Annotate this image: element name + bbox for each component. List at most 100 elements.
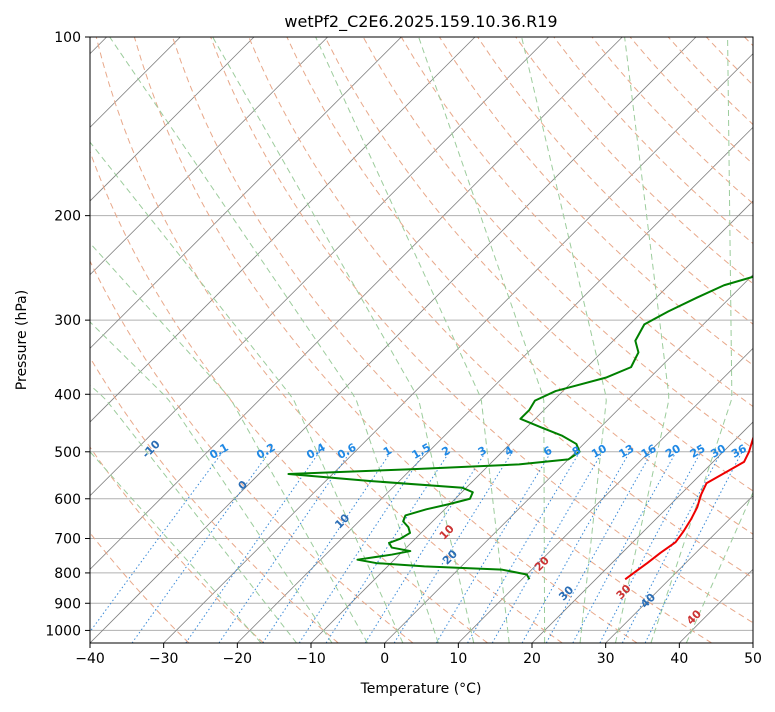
y-tick-label: 700 bbox=[54, 532, 81, 548]
mixing-ratio-label: 25 bbox=[688, 442, 708, 461]
mixing-ratio-line bbox=[599, 451, 702, 643]
dry-adiabat-line bbox=[705, 37, 753, 86]
mixing-ratio-label: 0.4 bbox=[304, 441, 328, 462]
isotherm-line bbox=[237, 126, 753, 643]
x-tick-label: 20 bbox=[523, 651, 541, 667]
isotherm-line bbox=[90, 37, 255, 202]
dry-adiabat-line bbox=[667, 37, 753, 126]
dry-adiabat-line bbox=[553, 37, 753, 245]
dry-adiabat-line bbox=[591, 37, 753, 205]
y-tick-label: 1000 bbox=[45, 623, 81, 639]
mixing-ratio-line bbox=[185, 451, 320, 643]
moist-adiabat-label: 10 bbox=[437, 522, 457, 542]
isotherm-line bbox=[752, 642, 753, 643]
mixing-ratio-line bbox=[298, 451, 426, 643]
isotherm-line bbox=[163, 53, 753, 643]
moist-adiabat-line bbox=[315, 37, 510, 643]
y-tick-label: 100 bbox=[54, 30, 81, 46]
moist-adiabat-line bbox=[109, 37, 439, 643]
moist-adiabat-line bbox=[650, 37, 733, 643]
dry-adiabat-line bbox=[95, 37, 563, 643]
isotherm-line bbox=[90, 37, 402, 349]
dry-adiabat-line bbox=[90, 446, 264, 643]
isotherm-line bbox=[90, 37, 697, 643]
isotherm-line bbox=[90, 37, 328, 276]
isotherm-line bbox=[384, 274, 753, 643]
mixing-ratio-label: 13 bbox=[617, 442, 637, 461]
mixing-ratio-line bbox=[435, 451, 552, 643]
y-tick-label: 200 bbox=[54, 209, 81, 225]
isotherm-line bbox=[531, 421, 753, 643]
dry-adiabat-line bbox=[515, 37, 753, 285]
x-tick-label: 30 bbox=[597, 651, 615, 667]
mixing-ratio-label: 10 bbox=[589, 442, 609, 461]
mixing-ratio-line bbox=[521, 451, 631, 643]
y-tick-label: 400 bbox=[54, 387, 81, 403]
moist-adiabat-line bbox=[685, 491, 753, 643]
x-tick-label: −20 bbox=[223, 651, 253, 667]
moist-adiabat-line bbox=[418, 37, 546, 643]
y-axis-label: Pressure (hPa) bbox=[14, 290, 30, 390]
y-tick-label: 500 bbox=[54, 445, 81, 461]
x-tick-label: 0 bbox=[380, 651, 389, 667]
mixing-ratio-label: 4 bbox=[502, 444, 515, 459]
isotherm-line bbox=[458, 347, 753, 643]
dry-adiabat-line bbox=[90, 259, 414, 643]
dry-adiabat-label: 10 bbox=[332, 511, 352, 531]
dry-adiabat-line bbox=[324, 37, 753, 492]
dry-adiabat-label: 30 bbox=[556, 583, 576, 603]
moist-adiabat-line bbox=[90, 384, 297, 643]
moist-adiabat-line bbox=[521, 37, 607, 643]
mixing-ratio-line bbox=[572, 451, 677, 643]
y-tick-label: 300 bbox=[54, 313, 81, 329]
dry-adiabat-line bbox=[744, 37, 753, 47]
y-tick-label: 800 bbox=[54, 566, 81, 582]
mixing-ratio-label: 1.5 bbox=[410, 441, 433, 462]
dry-adiabat-line bbox=[477, 37, 753, 325]
moist-adiabat-line bbox=[90, 141, 404, 643]
dry-adiabat-line bbox=[248, 37, 753, 579]
chart-title: wetPf2_C2E6.2025.159.10.36.R19 bbox=[284, 12, 557, 32]
moist-adiabat-line bbox=[90, 321, 333, 643]
mixing-ratio-label: 0.1 bbox=[207, 441, 230, 462]
mixing-ratio-line bbox=[262, 451, 392, 643]
mixing-ratio-label: 16 bbox=[639, 442, 659, 461]
isotherm-line bbox=[90, 37, 623, 570]
mixing-ratio-line bbox=[467, 451, 581, 643]
isotherm-line bbox=[679, 568, 753, 643]
moist-adiabat-line bbox=[90, 451, 262, 643]
y-tick-label: 600 bbox=[54, 492, 81, 508]
mixing-ratio-line bbox=[90, 451, 224, 633]
moist-adiabat-line bbox=[90, 242, 368, 643]
moist-adiabat-label: 40 bbox=[684, 607, 704, 627]
mixing-ratio-label: 30 bbox=[708, 442, 728, 461]
temperature-profile-line bbox=[624, 435, 753, 581]
x-tick-label: −10 bbox=[296, 651, 326, 667]
dry-adiabat-line bbox=[286, 37, 753, 535]
x-tick-label: −30 bbox=[149, 651, 179, 667]
dry-adiabat-label: -20 bbox=[32, 362, 55, 385]
dry-adiabat-line bbox=[90, 356, 339, 643]
mixing-ratio-line bbox=[131, 451, 271, 643]
mixing-ratio-line bbox=[644, 451, 743, 643]
dry-adiabat-label: -10 bbox=[140, 437, 163, 460]
mixing-ratio-label: 6 bbox=[541, 444, 554, 459]
x-axis-label: Temperature (°C) bbox=[360, 681, 482, 697]
plot-frame bbox=[89, 36, 754, 644]
moist-adiabat-label: 30 bbox=[614, 582, 634, 602]
y-tick-label: 900 bbox=[54, 596, 81, 612]
dry-adiabat-line bbox=[90, 150, 488, 643]
x-tick-label: −40 bbox=[75, 651, 105, 667]
x-tick-label: 50 bbox=[744, 651, 762, 667]
dry-adiabat-line bbox=[133, 37, 638, 643]
moist-adiabat-line bbox=[212, 37, 475, 643]
dry-adiabat-line bbox=[210, 37, 753, 624]
moist-adiabat-line bbox=[614, 37, 670, 643]
dry-adiabat-line bbox=[172, 37, 713, 643]
isotherm-line bbox=[605, 495, 753, 643]
mixing-ratio-line bbox=[545, 451, 653, 643]
isotherm-line bbox=[90, 37, 476, 423]
x-tick-label: 40 bbox=[670, 651, 688, 667]
